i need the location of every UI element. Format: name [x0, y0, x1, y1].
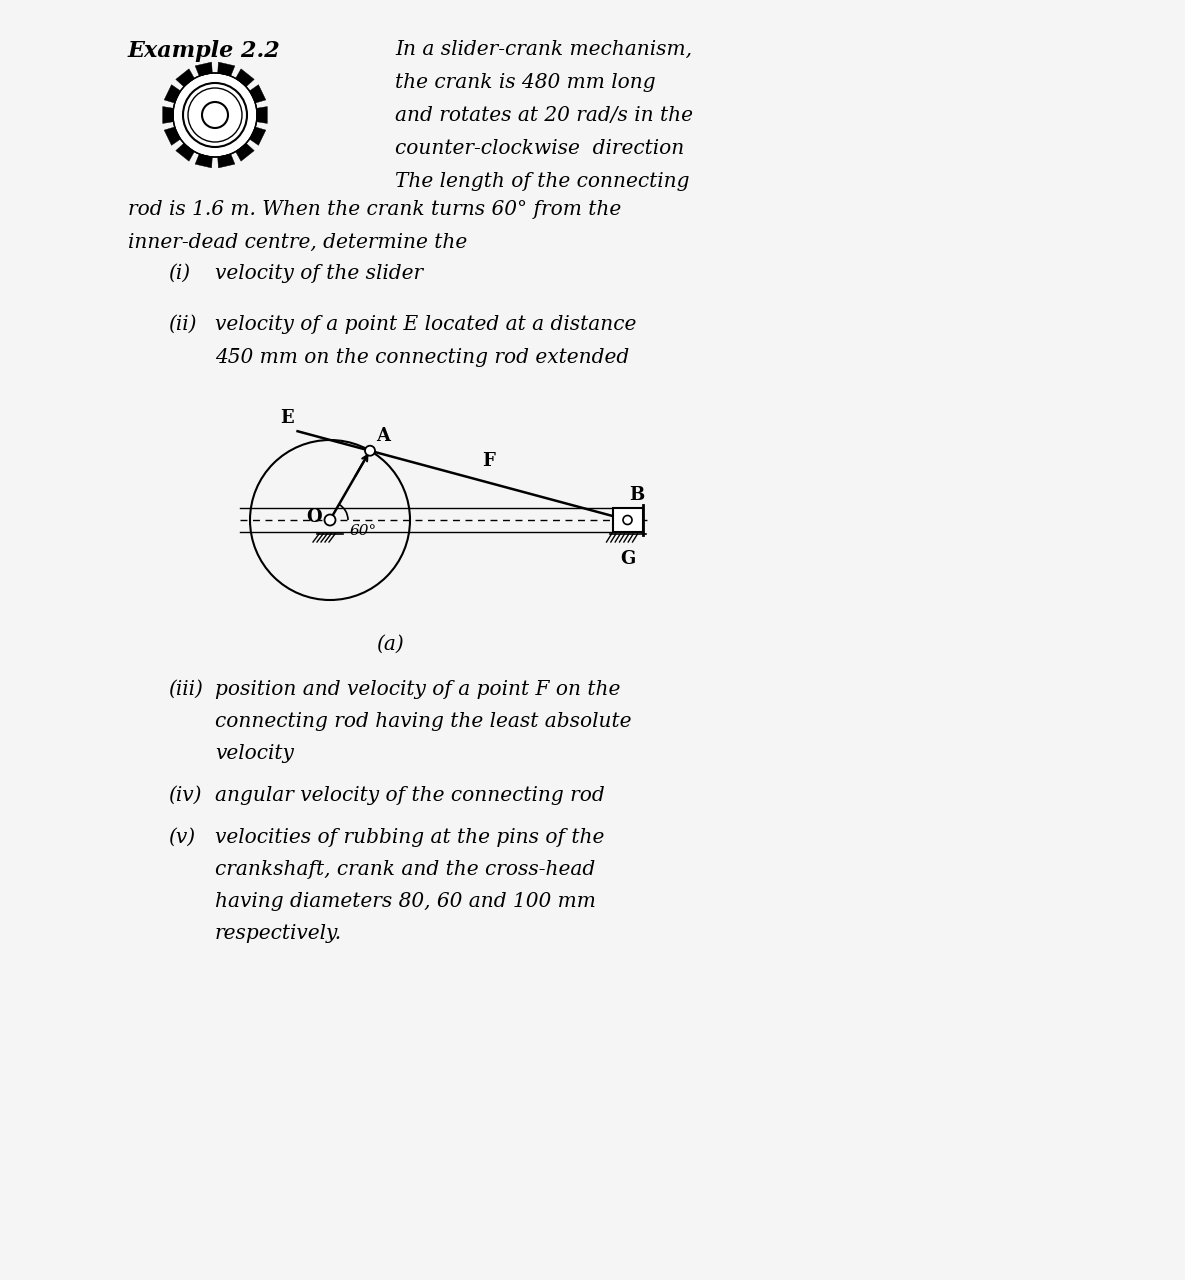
Polygon shape [218, 63, 235, 76]
Text: (a): (a) [376, 635, 404, 654]
Text: Example 2.2: Example 2.2 [128, 40, 281, 61]
Polygon shape [175, 69, 194, 87]
Text: 450 mm on the connecting rod extended: 450 mm on the connecting rod extended [214, 348, 629, 367]
Bar [613, 508, 642, 532]
Text: (iii): (iii) [168, 680, 203, 699]
Text: (iv): (iv) [168, 786, 201, 805]
Circle shape [182, 83, 246, 147]
Text: velocities of rubbing at the pins of the: velocities of rubbing at the pins of the [214, 828, 604, 847]
Text: inner-dead centre, determine the: inner-dead centre, determine the [128, 233, 467, 252]
Text: angular velocity of the connecting rod: angular velocity of the connecting rod [214, 786, 604, 805]
Polygon shape [165, 127, 180, 146]
Polygon shape [196, 63, 212, 76]
Text: The length of the connecting: The length of the connecting [395, 172, 690, 191]
Text: (v): (v) [168, 828, 196, 847]
Text: In a slider-crank mechanism,: In a slider-crank mechanism, [395, 40, 692, 59]
Circle shape [201, 102, 228, 128]
Text: position and velocity of a point F on the: position and velocity of a point F on th… [214, 680, 621, 699]
Text: (i): (i) [168, 264, 190, 283]
Text: B: B [629, 486, 645, 504]
Circle shape [188, 88, 242, 142]
Polygon shape [165, 84, 180, 102]
Text: velocity of a point E located at a distance: velocity of a point E located at a dista… [214, 315, 636, 334]
Polygon shape [162, 106, 173, 123]
Polygon shape [250, 127, 265, 146]
Text: counter-clockwise  direction: counter-clockwise direction [395, 140, 684, 157]
Text: crankshaft, crank and the cross-head: crankshaft, crank and the cross-head [214, 860, 595, 879]
Text: E: E [280, 410, 294, 428]
Text: F: F [482, 452, 495, 470]
Polygon shape [196, 154, 212, 168]
Polygon shape [256, 106, 268, 123]
Text: connecting rod having the least absolute: connecting rod having the least absolute [214, 712, 632, 731]
Text: A: A [376, 426, 390, 444]
Polygon shape [218, 154, 235, 168]
Text: velocity: velocity [214, 744, 294, 763]
Circle shape [173, 73, 257, 157]
Text: (ii): (ii) [168, 315, 197, 334]
Text: respectively.: respectively. [214, 924, 342, 943]
Text: G: G [620, 550, 635, 568]
Text: 60°: 60° [350, 524, 377, 538]
Text: velocity of the slider: velocity of the slider [214, 264, 423, 283]
Polygon shape [236, 69, 255, 87]
Text: having diameters 80, 60 and 100 mm: having diameters 80, 60 and 100 mm [214, 892, 596, 911]
Circle shape [325, 515, 335, 526]
Circle shape [623, 516, 632, 525]
Polygon shape [236, 143, 255, 161]
Polygon shape [250, 84, 265, 102]
Text: and rotates at 20 rad/s in the: and rotates at 20 rad/s in the [395, 106, 693, 125]
Text: O: O [307, 508, 322, 526]
Text: rod is 1.6 m. When the crank turns 60° from the: rod is 1.6 m. When the crank turns 60° f… [128, 200, 621, 219]
Polygon shape [175, 143, 194, 161]
Text: the crank is 480 mm long: the crank is 480 mm long [395, 73, 655, 92]
Circle shape [365, 445, 374, 456]
